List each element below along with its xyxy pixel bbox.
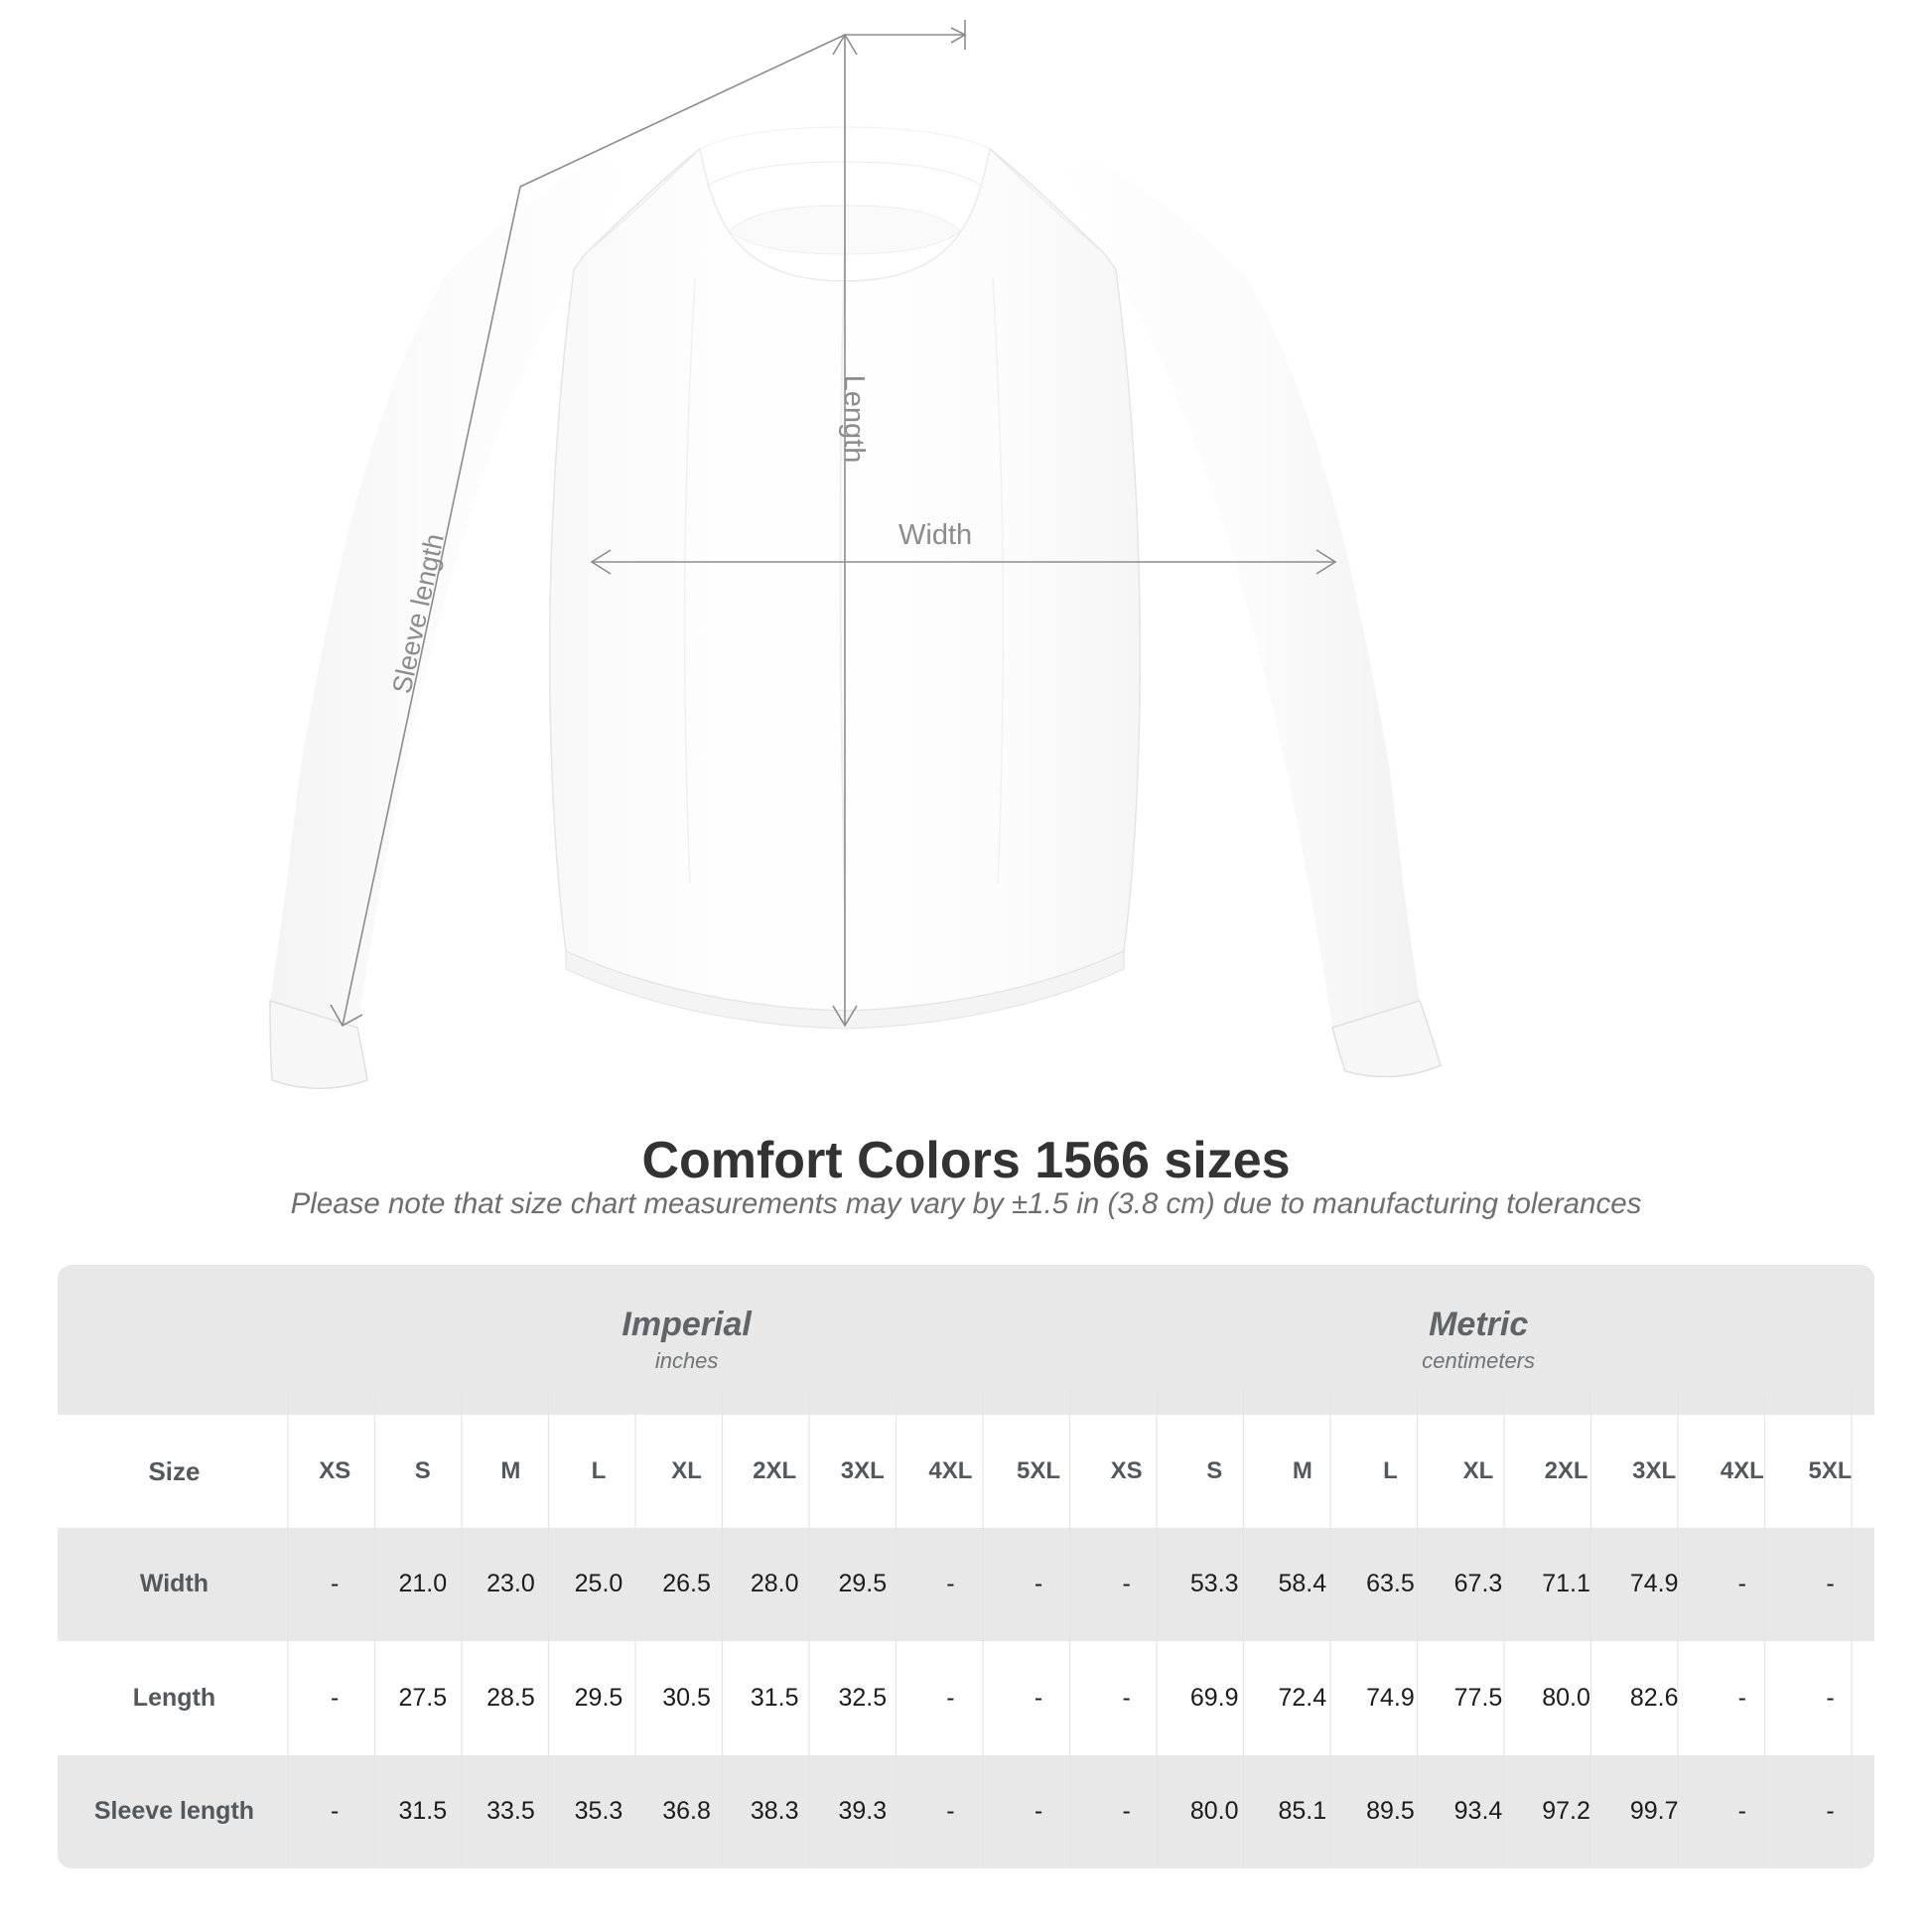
svg-text:Width: Width	[898, 519, 972, 551]
svg-text:Length: Length	[838, 375, 870, 464]
